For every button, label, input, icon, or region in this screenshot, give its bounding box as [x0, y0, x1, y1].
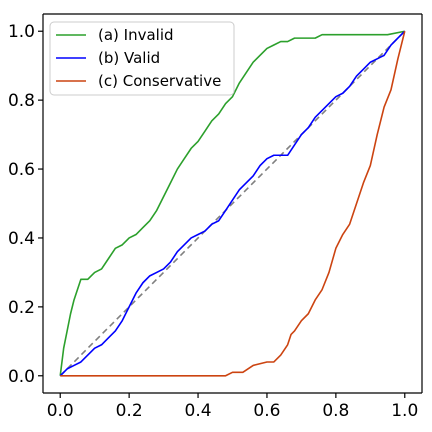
series-line-invalid [59, 30, 405, 376]
reference-diagonal-line [59, 30, 406, 377]
x-tick-label: 1.0 [391, 401, 418, 421]
x-tick-label: 0.0 [47, 401, 74, 421]
x-tick-label: 0.8 [322, 401, 349, 421]
plot-content [59, 30, 406, 377]
x-axis-ticks: 0.0 0.2 0.4 0.6 0.8 1.0 [47, 393, 418, 421]
legend-box [49, 21, 235, 96]
y-tick-label: 0.2 [8, 298, 35, 318]
series-line-valid [59, 30, 406, 377]
y-tick-label: 0.6 [8, 160, 35, 180]
legend-label-conservative: (c) Conservative [98, 72, 221, 90]
y-tick-label: 0.8 [8, 91, 35, 111]
legend-label-invalid: (a) Invalid [98, 26, 174, 44]
x-tick-label: 0.4 [185, 401, 212, 421]
series-line-conservative [60, 31, 406, 377]
legend-label-valid: (b) Valid [98, 49, 160, 67]
y-tick-label: 0.4 [8, 229, 35, 249]
y-tick-label: 1.0 [8, 22, 35, 42]
y-axis-ticks: 0.0 0.2 0.4 0.6 0.8 1.0 [8, 22, 43, 387]
series-lines [59, 30, 406, 377]
legend: (a) Invalid (b) Valid (c) Conservative [49, 21, 235, 96]
x-tick-label: 0.2 [116, 401, 143, 421]
axes-frame [42, 13, 423, 394]
y-tick-label: 0.0 [8, 367, 35, 387]
x-tick-label: 0.6 [253, 401, 280, 421]
